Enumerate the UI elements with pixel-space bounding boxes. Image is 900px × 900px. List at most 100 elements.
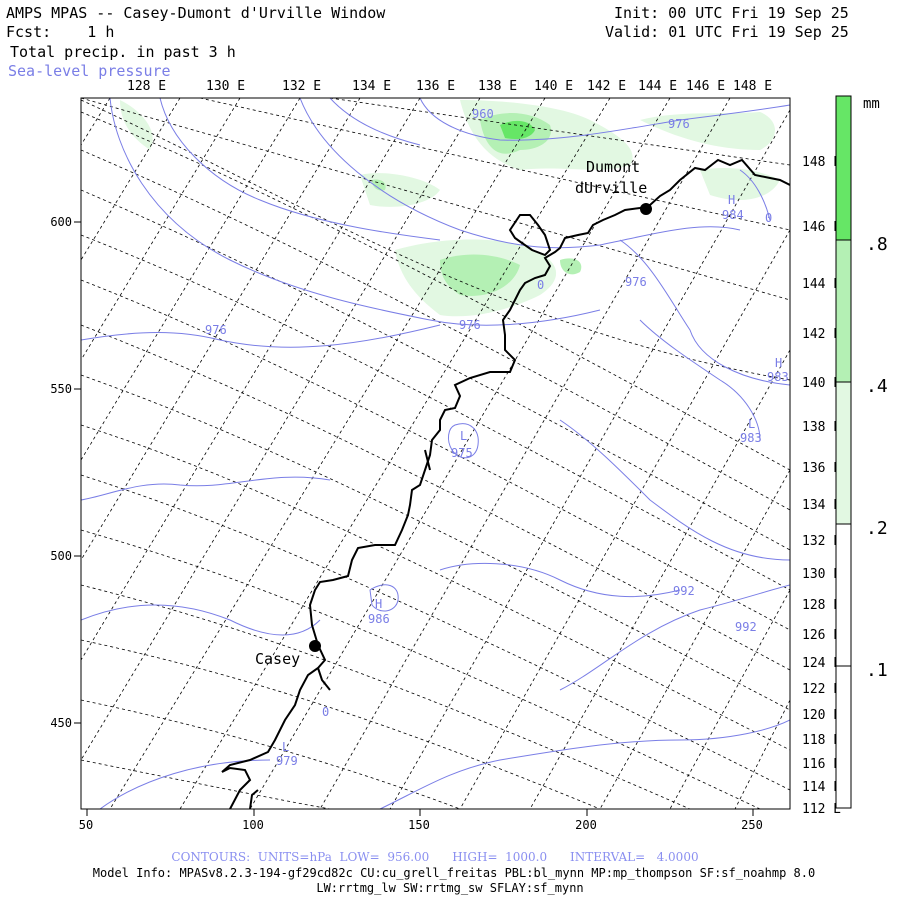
map-title: AMPS MPAS -- Casey-Dumont d'Urville Wind… [6,4,386,22]
contour-label: 979 [276,754,298,768]
y-tick-label: 550 [50,382,72,396]
right-lon-label: 116 E [802,757,841,772]
station-label-dumont-1: Dumont [586,158,640,176]
right-lon-label: 144 E [802,277,841,292]
right-lon-label: 148 E [802,155,841,170]
pressure-marker: H [775,356,782,370]
right-lon-label: 128 E [802,598,841,613]
contour-label: 984 [722,208,744,222]
colorbar-label: .2 [866,518,888,539]
right-lon-label: 132 E [802,534,841,549]
contour-label: 976 [668,117,690,131]
right-lon-label: 114 E [802,780,841,795]
contour-label: 983 [740,431,762,445]
pressure-marker: H [375,597,382,611]
y-tick-label: 600 [50,215,72,229]
top-lon-label: 144 E [638,79,677,94]
right-lon-label: 146 E [802,220,841,235]
station-label-casey: Casey [255,650,300,668]
right-lon-label: 126 E [802,628,841,643]
right-lon-label: 134 E [802,498,841,513]
pressure-marker: L [748,417,755,431]
right-lon-label: 120 E [802,708,841,723]
colorbar-segment [835,523,852,667]
station-marker-casey [309,640,321,652]
right-lon-label: 112 E [802,802,841,817]
y-tick-label: 450 [50,716,72,730]
right-lon-label: 122 E [802,682,841,697]
x-tick-label: 50 [79,818,93,832]
init-time: Init: 00 UTC Fri 19 Sep 25 [614,4,849,22]
contour-labels: 960 976 976 976 976 975 986 992 992 979 … [205,107,789,768]
y-axis-ticks [74,221,81,724]
contour-label: 976 [459,318,481,332]
pressure-marker: L [282,740,289,754]
contour-label: 960 [472,107,494,121]
colorbar-label: .1 [866,660,888,681]
top-lon-label: 134 E [352,79,391,94]
station-casey: Casey [255,640,321,668]
right-lon-label: 138 E [802,420,841,435]
coastline [221,158,790,809]
right-lon-labels: 148 E 146 E 144 E 142 E 140 E 138 E 136 … [802,155,841,817]
model-info: Model Info: MPASv8.2.3-194-gf29cd82c CU:… [92,866,816,880]
top-lon-label: 142 E [587,79,626,94]
fcst-value: 1 h [87,23,115,41]
contour-label: 976 [625,275,647,289]
pressure-marker: H [728,193,735,207]
top-lon-label: 146 E [686,79,725,94]
y-axis-labels: 600 550 500 450 [50,215,72,730]
x-axis-ticks [86,809,754,816]
y-tick-label: 500 [50,549,72,563]
right-lon-label: 130 E [802,567,841,582]
contour-label: 975 [451,446,473,460]
x-tick-label: 250 [741,818,763,832]
top-lon-label: 136 E [416,79,455,94]
x-tick-label: 200 [575,818,597,832]
pressure-contours [81,98,790,809]
contour-label: 976 [205,323,227,337]
top-lon-label: 138 E [478,79,517,94]
top-lon-label: 128 E [127,79,166,94]
contour-label: 986 [368,612,390,626]
physics-info: LW:rrtmg_lw SW:rrtmg_sw SFLAY:sf_mynn [316,881,584,895]
pressure-marker: L [460,429,467,443]
top-lon-label: 132 E [282,79,321,94]
right-lon-label: 124 E [802,656,841,671]
valid-time: Valid: 01 UTC Fri 19 Sep 25 [605,23,849,41]
top-lon-label: 130 E [206,79,245,94]
contour-info: CONTOURS: UNITS=hPa LOW= 956.00 HIGH= 10… [171,850,699,864]
colorbar-label: .8 [866,234,888,255]
right-lon-label: 136 E [802,461,841,476]
right-lon-label: 118 E [802,733,841,748]
contour-label: 983 [767,370,789,384]
station-dumont-durville: Dumont dUrville [575,158,652,215]
x-axis-labels: 50 100 150 200 250 [79,818,763,832]
plot-frame [80,97,791,810]
station-marker-dumont [640,203,652,215]
right-lon-label: 140 E [802,376,841,391]
station-label-dumont-2: dUrville [575,179,647,197]
colorbar: mm .8 .4 .2 .1 [835,95,888,809]
x-tick-label: 100 [242,818,264,832]
colorbar-segment [835,381,852,525]
colorbar-segment [835,239,852,383]
contour-label: 992 [673,584,695,598]
colorbar-unit: mm [863,96,880,112]
forecast-label: Fcst: 1 h [6,23,114,41]
contour-label: 0 [322,705,329,719]
colorbar-label: .4 [866,376,888,397]
colorbar-segment [835,665,852,809]
latlon-grid [81,98,790,809]
contour-label: 992 [735,620,757,634]
contour-label: 0 [765,211,772,225]
top-lon-label: 148 E [733,79,772,94]
plot-area [81,98,790,809]
overlay-name: Sea-level pressure [8,62,171,80]
top-lon-label: 140 E [534,79,573,94]
right-lon-label: 142 E [802,327,841,342]
x-tick-label: 150 [408,818,430,832]
colorbar-segment [835,95,852,241]
field-name: Total precip. in past 3 h [10,43,236,61]
